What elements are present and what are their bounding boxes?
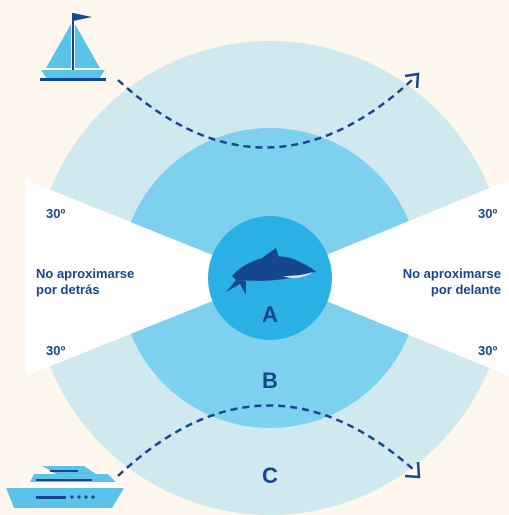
angle-top-right-label: 30º	[478, 206, 498, 221]
zone-a-label: A	[262, 302, 278, 327]
behind-text-line2: por detrás	[36, 282, 100, 297]
zone-c-label: C	[262, 463, 278, 488]
yacht-icon	[6, 466, 124, 508]
top-dashed-arrow	[117, 79, 413, 149]
bottom-dashed-arrow	[117, 404, 415, 477]
no-approach-behind-wedge	[26, 180, 270, 376]
angle-bottom-left-label: 30º	[46, 343, 66, 358]
bottom-arrowhead-icon	[404, 461, 421, 479]
angle-top-left-label: 30º	[46, 206, 66, 221]
dolphin-icon	[226, 248, 316, 295]
behind-text-line1: No aproximarse	[36, 266, 135, 281]
angle-bottom-right-label: 30º	[478, 343, 498, 358]
no-approach-front-text: No aproximarse por delante	[403, 266, 501, 298]
no-approach-behind-text: No aproximarse por detrás	[36, 266, 134, 298]
sailboat-icon	[40, 13, 106, 81]
front-text-line1: No aproximarse	[402, 266, 501, 281]
front-text-line2: por delante	[430, 282, 501, 297]
zone-b-label: B	[262, 368, 278, 393]
top-arrowhead-icon	[404, 72, 420, 89]
no-approach-front-wedge	[270, 180, 509, 376]
